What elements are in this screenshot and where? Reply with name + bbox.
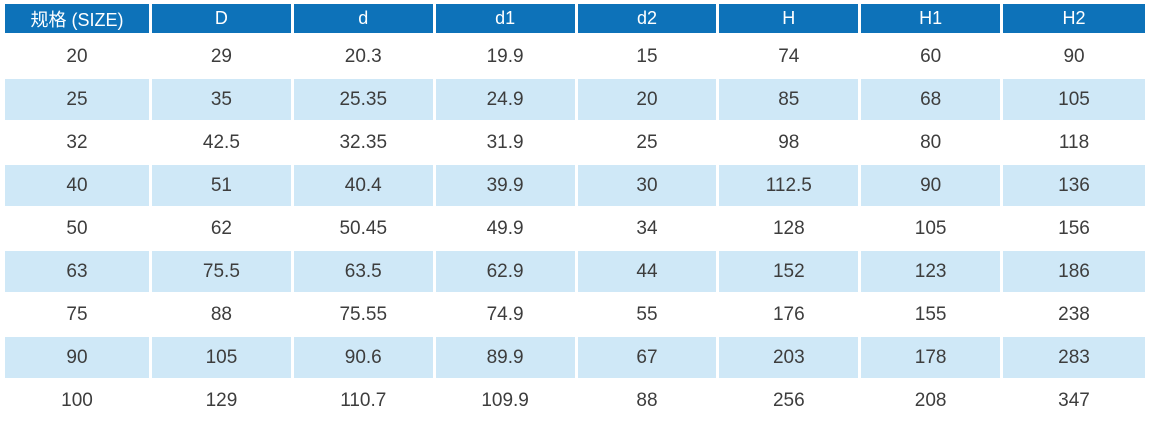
value-cell: 67 — [577, 337, 720, 380]
value-cell: 105 — [152, 337, 294, 380]
value-cell: 39.9 — [435, 165, 578, 208]
table-header: 规格 (SIZE) D d d1 d2 H H1 H2 — [5, 4, 1145, 36]
value-cell: 123 — [861, 251, 1004, 294]
table-row: 20 29 20.3 19.9 15 74 60 90 — [5, 36, 1145, 79]
value-cell: 88 — [577, 380, 720, 423]
value-cell: 62 — [152, 208, 294, 251]
column-header-D: D — [152, 4, 294, 36]
table-row: 100 129 110.7 109.9 88 256 208 347 — [5, 380, 1145, 423]
table-row: 90 105 90.6 89.9 67 203 178 283 — [5, 337, 1145, 380]
value-cell: 256 — [719, 380, 862, 423]
value-cell: 152 — [719, 251, 862, 294]
column-header-d: d — [293, 4, 436, 36]
table-row: 75 88 75.55 74.9 55 176 155 238 — [5, 294, 1145, 337]
table-body: 20 29 20.3 19.9 15 74 60 90 25 35 25.35 24.9 20 85 68 1… — [5, 36, 1145, 423]
value-cell: 176 — [719, 294, 862, 337]
value-cell: 156 — [1003, 208, 1145, 251]
value-cell: 60 — [861, 36, 1004, 79]
value-cell: 24.9 — [435, 79, 578, 122]
size-cell: 100 — [5, 380, 152, 423]
column-header-H2: H2 — [1003, 4, 1145, 36]
value-cell: 15 — [577, 36, 720, 79]
table-row: 40 51 40.4 39.9 30 112.5 90 136 — [5, 165, 1145, 208]
value-cell: 68 — [861, 79, 1004, 122]
value-cell: 155 — [861, 294, 1004, 337]
value-cell: 49.9 — [435, 208, 578, 251]
value-cell: 118 — [1003, 122, 1145, 165]
value-cell: 80 — [861, 122, 1004, 165]
value-cell: 19.9 — [435, 36, 578, 79]
value-cell: 30 — [577, 165, 720, 208]
value-cell: 50.45 — [293, 208, 436, 251]
value-cell: 42.5 — [152, 122, 294, 165]
value-cell: 51 — [152, 165, 294, 208]
size-cell: 50 — [5, 208, 152, 251]
column-header-size: 规格 (SIZE) — [5, 4, 152, 36]
value-cell: 88 — [152, 294, 294, 337]
value-cell: 105 — [861, 208, 1004, 251]
column-header-d1: d1 — [435, 4, 578, 36]
value-cell: 75.55 — [293, 294, 436, 337]
table-row: 63 75.5 63.5 62.9 44 152 123 186 — [5, 251, 1145, 294]
value-cell: 74.9 — [435, 294, 578, 337]
value-cell: 186 — [1003, 251, 1145, 294]
value-cell: 25.35 — [293, 79, 436, 122]
table-row: 25 35 25.35 24.9 20 85 68 105 — [5, 79, 1145, 122]
value-cell: 75.5 — [152, 251, 294, 294]
size-cell: 63 — [5, 251, 152, 294]
value-cell: 109.9 — [435, 380, 578, 423]
value-cell: 178 — [861, 337, 1004, 380]
size-cell: 32 — [5, 122, 152, 165]
value-cell: 74 — [719, 36, 862, 79]
size-cell: 20 — [5, 36, 152, 79]
value-cell: 90 — [861, 165, 1004, 208]
value-cell: 238 — [1003, 294, 1145, 337]
value-cell: 203 — [719, 337, 862, 380]
header-row: 规格 (SIZE) D d d1 d2 H H1 H2 — [5, 4, 1145, 36]
value-cell: 129 — [152, 380, 294, 423]
value-cell: 90.6 — [293, 337, 436, 380]
dimension-table: 规格 (SIZE) D d d1 d2 H H1 H2 20 29 20.3 19.9… — [5, 4, 1145, 423]
value-cell: 55 — [577, 294, 720, 337]
value-cell: 89.9 — [435, 337, 578, 380]
value-cell: 208 — [861, 380, 1004, 423]
value-cell: 347 — [1003, 380, 1145, 423]
value-cell: 31.9 — [435, 122, 578, 165]
value-cell: 90 — [1003, 36, 1145, 79]
value-cell: 110.7 — [293, 380, 436, 423]
value-cell: 25 — [577, 122, 720, 165]
value-cell: 44 — [577, 251, 720, 294]
value-cell: 98 — [719, 122, 862, 165]
value-cell: 62.9 — [435, 251, 578, 294]
value-cell: 105 — [1003, 79, 1145, 122]
column-header-H1: H1 — [861, 4, 1004, 36]
size-cell: 90 — [5, 337, 152, 380]
value-cell: 63.5 — [293, 251, 436, 294]
column-header-H: H — [719, 4, 862, 36]
value-cell: 40.4 — [293, 165, 436, 208]
value-cell: 128 — [719, 208, 862, 251]
value-cell: 283 — [1003, 337, 1145, 380]
column-header-d2: d2 — [577, 4, 720, 36]
size-cell: 75 — [5, 294, 152, 337]
table-row: 32 42.5 32.35 31.9 25 98 80 118 — [5, 122, 1145, 165]
value-cell: 85 — [719, 79, 862, 122]
value-cell: 32.35 — [293, 122, 436, 165]
value-cell: 29 — [152, 36, 294, 79]
value-cell: 136 — [1003, 165, 1145, 208]
value-cell: 112.5 — [719, 165, 862, 208]
value-cell: 34 — [577, 208, 720, 251]
size-cell: 40 — [5, 165, 152, 208]
table-row: 50 62 50.45 49.9 34 128 105 156 — [5, 208, 1145, 251]
value-cell: 20 — [577, 79, 720, 122]
size-cell: 25 — [5, 79, 152, 122]
value-cell: 35 — [152, 79, 294, 122]
value-cell: 20.3 — [293, 36, 436, 79]
